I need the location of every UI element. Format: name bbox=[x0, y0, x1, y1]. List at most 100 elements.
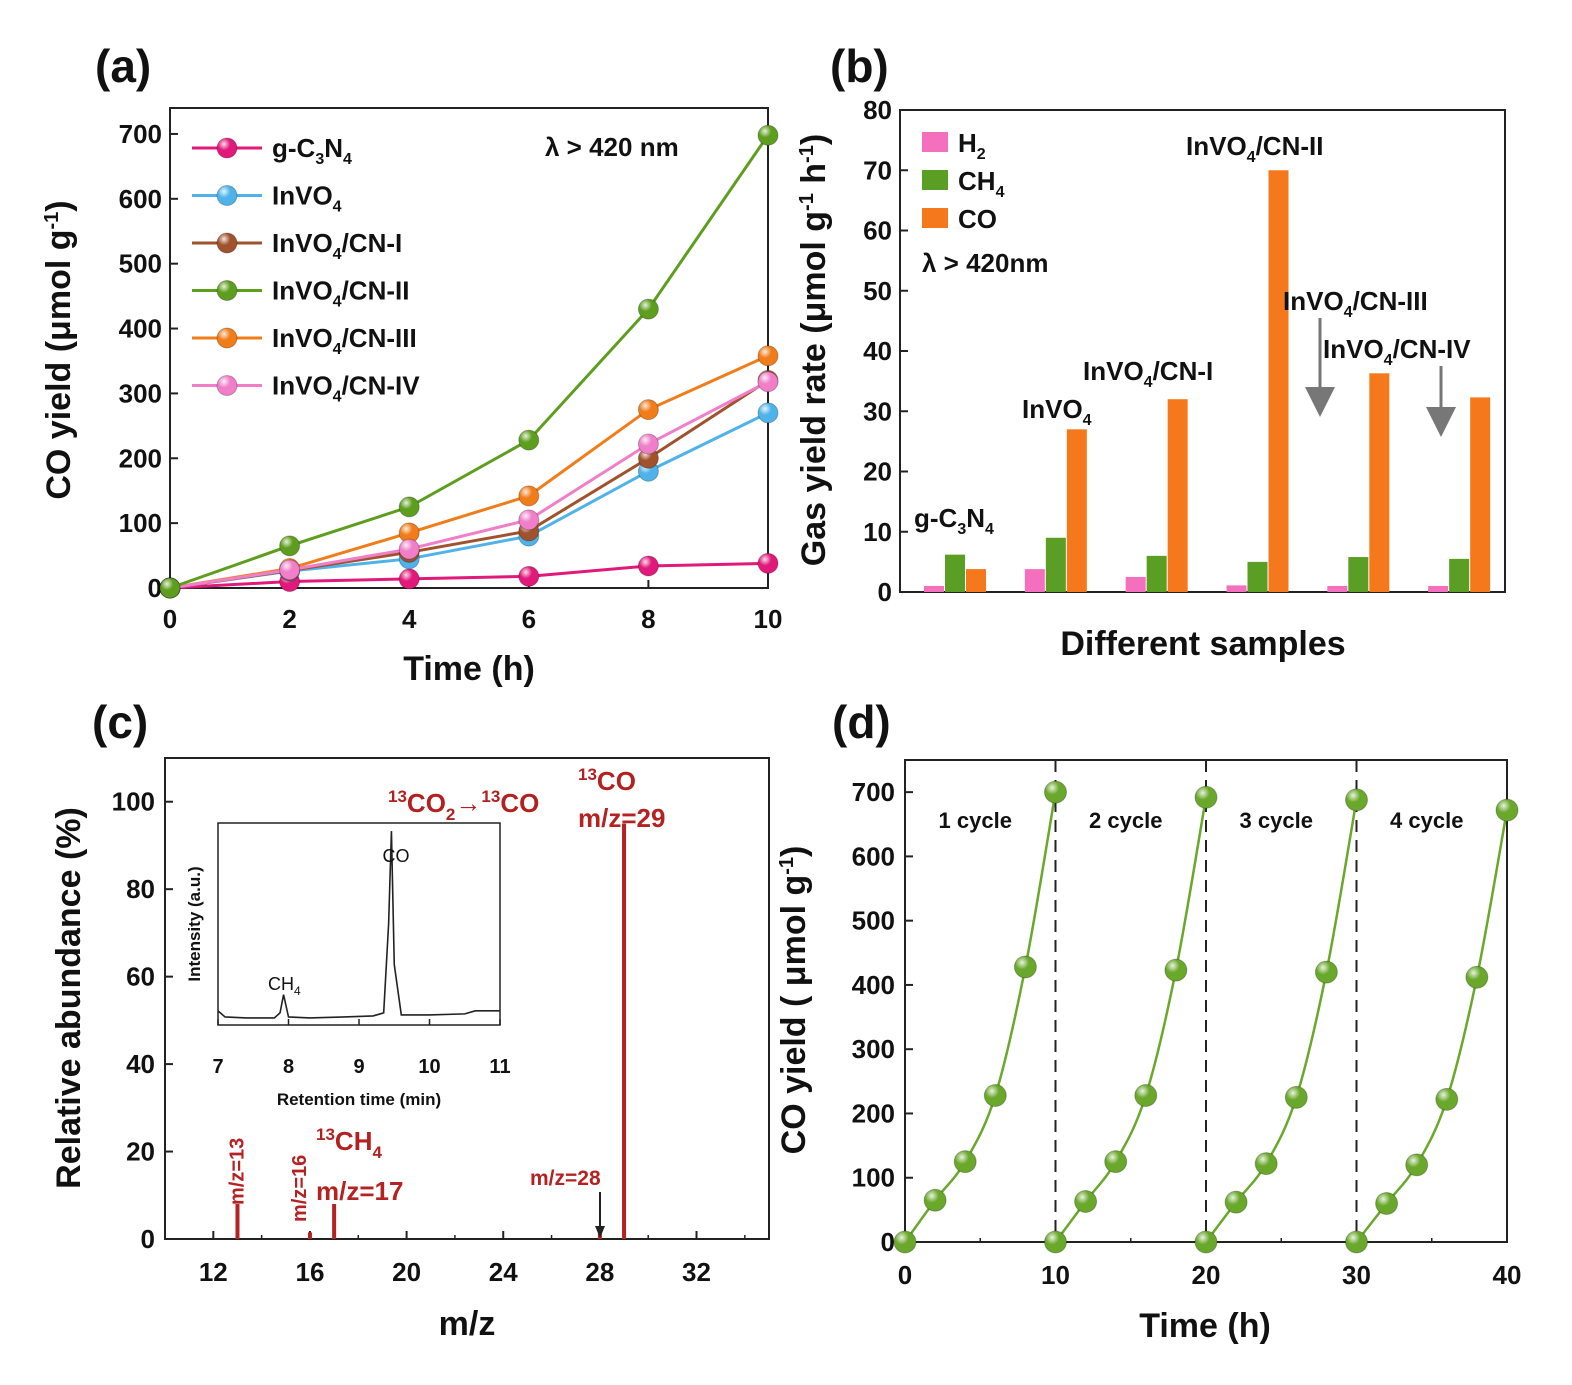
cycle-1-point-shine bbox=[984, 1084, 1007, 1107]
cycle-2-point bbox=[1164, 958, 1188, 982]
panel-c-13co-label: 13CO bbox=[578, 765, 636, 796]
series-point-InVO4/CN-IV-shine bbox=[279, 559, 300, 580]
legend-label-mid: /CN-IV bbox=[342, 371, 421, 401]
bar-group-label-InVO4/CN-II: InVO4/CN-II bbox=[1186, 131, 1323, 166]
series-point-InVO4/CN-III bbox=[637, 399, 659, 421]
panel-c-label: (c) bbox=[92, 696, 148, 748]
cycle-2-point-shine bbox=[1104, 1150, 1127, 1173]
x-tick-label: 28 bbox=[585, 1257, 614, 1287]
panel-a-y-axis-title: CO yield (μmol g-1) bbox=[40, 200, 78, 499]
bar-label-main: InVO bbox=[1283, 286, 1344, 316]
series-point-InVO4/CN-IV bbox=[757, 371, 779, 393]
bar-H2-InVO4/CN-IV bbox=[1428, 585, 1449, 592]
legend-label-H2: H2 bbox=[958, 128, 986, 163]
series-point-InVO4/CN-II-shine bbox=[518, 430, 539, 451]
y-tick-label: 70 bbox=[863, 155, 892, 185]
legend-marker-InVO4/CN-III bbox=[216, 327, 238, 349]
panel-a-y-axis-title-sup: -1 bbox=[41, 212, 63, 230]
series-point-InVO4/CN-IV bbox=[637, 433, 659, 455]
y-tick-label: 0 bbox=[141, 1224, 155, 1254]
inset-ch4-peak-label: CH4 bbox=[268, 974, 301, 998]
y-tick-label: 100 bbox=[852, 1163, 895, 1193]
y-tick-label: 0 bbox=[878, 577, 892, 607]
reaction-arrow: → bbox=[455, 788, 481, 818]
bar-CO-InVO4/CN-IV bbox=[1470, 397, 1491, 592]
panel-c-13ch4-label: 13CH4 bbox=[316, 1125, 382, 1162]
cycle-3-point bbox=[1224, 1190, 1248, 1214]
y-tick-label: 20 bbox=[126, 1137, 155, 1167]
panel-c-peaks: m/z=13 m/z=16 m/z=17 m/z=28 m/z=29 bbox=[226, 803, 665, 1239]
x-tick-label: 8 bbox=[641, 604, 655, 634]
y-tick-label: 300 bbox=[119, 378, 162, 408]
panel-a-label: (a) bbox=[95, 40, 151, 92]
series-point-g-C3N4 bbox=[518, 565, 540, 587]
bar-label-sub: 3 bbox=[957, 521, 966, 538]
bar-label-sub: 4 bbox=[1344, 304, 1353, 321]
legend-label-InVO4: InVO4 bbox=[272, 181, 342, 216]
peak-label-mz-17: m/z=17 bbox=[316, 1176, 403, 1206]
cycle-1-point-shine bbox=[894, 1231, 916, 1253]
series-point-g-C3N4-shine bbox=[518, 566, 539, 587]
y-tick-label: 30 bbox=[863, 396, 892, 426]
inset-frame bbox=[217, 822, 501, 1026]
cycle-2-point-shine bbox=[1044, 1231, 1067, 1253]
legend-label-sub: 4 bbox=[996, 184, 1005, 201]
series-point-InVO4/CN-IV-shine bbox=[638, 434, 659, 454]
cycle-3-point-shine bbox=[1285, 1086, 1308, 1109]
cycle-4-point-shine bbox=[1375, 1192, 1398, 1215]
bar-H2-InVO4/CN-I bbox=[1125, 576, 1146, 592]
series-line-g-C3N4 bbox=[169, 561, 769, 590]
series-point-InVO4/CN-II bbox=[159, 577, 181, 599]
y-tick-label: 20 bbox=[863, 457, 892, 487]
legend-label-main: InVO bbox=[272, 323, 333, 353]
reaction-b: CO bbox=[500, 788, 539, 818]
bar-CH4-InVO4 bbox=[1045, 537, 1066, 592]
cycle-2-point bbox=[1044, 1230, 1067, 1254]
series-point-InVO4/CN-II bbox=[398, 496, 420, 518]
cycle-3-line bbox=[1205, 799, 1358, 1243]
y-tick-label: 100 bbox=[112, 787, 155, 817]
bar-CH4-InVO4/CN-I bbox=[1146, 555, 1167, 592]
panel-b-x-axis-title: Different samples bbox=[1060, 625, 1345, 663]
cycle-1-point bbox=[1013, 955, 1037, 979]
x-tick-label: 40 bbox=[1493, 1260, 1522, 1290]
x-tick-label: 30 bbox=[1342, 1260, 1371, 1290]
legend-label-sub: 4 bbox=[333, 341, 342, 358]
legend-label-main: InVO bbox=[272, 181, 333, 211]
y-tick-label: 10 bbox=[863, 517, 892, 547]
series-point-InVO4/CN-III bbox=[518, 485, 540, 507]
panel-d-y-axis-title-main: CO yield ( μmol g bbox=[775, 875, 813, 1155]
cycle-1-point bbox=[923, 1188, 947, 1212]
y-tick-label: 600 bbox=[852, 841, 895, 871]
bar-label-sub: 4 bbox=[1247, 149, 1256, 166]
series-point-InVO4-shine bbox=[758, 402, 778, 423]
series-point-InVO4/CN-IV-shine bbox=[399, 539, 420, 560]
series-point-InVO4/CN-II bbox=[637, 298, 659, 320]
series-point-InVO4/CN-III-shine bbox=[758, 345, 778, 366]
cycle-4-point bbox=[1465, 965, 1489, 989]
cycle-2-point-shine bbox=[1074, 1190, 1097, 1213]
x-tick-label: 12 bbox=[199, 1257, 228, 1287]
x-tick-label: 32 bbox=[682, 1257, 711, 1287]
panel-b-label: (b) bbox=[830, 40, 889, 92]
legend-label-sub: 3 bbox=[315, 151, 324, 168]
bar-label-mid: /CN-I bbox=[1153, 356, 1214, 386]
bar-H2-InVO4/CN-II bbox=[1226, 585, 1247, 592]
series-point-g-C3N4-shine bbox=[399, 568, 420, 589]
series-point-InVO4/CN-II-shine bbox=[160, 578, 180, 598]
series-point-InVO4/CN-II-shine bbox=[638, 299, 659, 320]
y-tick-label: 600 bbox=[119, 184, 162, 214]
reaction-sub: 2 bbox=[446, 805, 455, 824]
bar-CO-g-C3N4 bbox=[966, 569, 986, 592]
panel-b-bars bbox=[924, 170, 1491, 592]
panel-a-plot-frame bbox=[169, 107, 769, 589]
inset-chromatogram-line bbox=[217, 831, 500, 1019]
series-point-InVO4/CN-IV bbox=[279, 559, 301, 581]
series-point-g-C3N4 bbox=[398, 568, 420, 590]
bar-label-mid: /CN-III bbox=[1353, 286, 1428, 316]
series-point-InVO4/CN-III-shine bbox=[399, 522, 420, 543]
bar-group-label-g-C3N4: g-C3N4 bbox=[914, 503, 994, 538]
